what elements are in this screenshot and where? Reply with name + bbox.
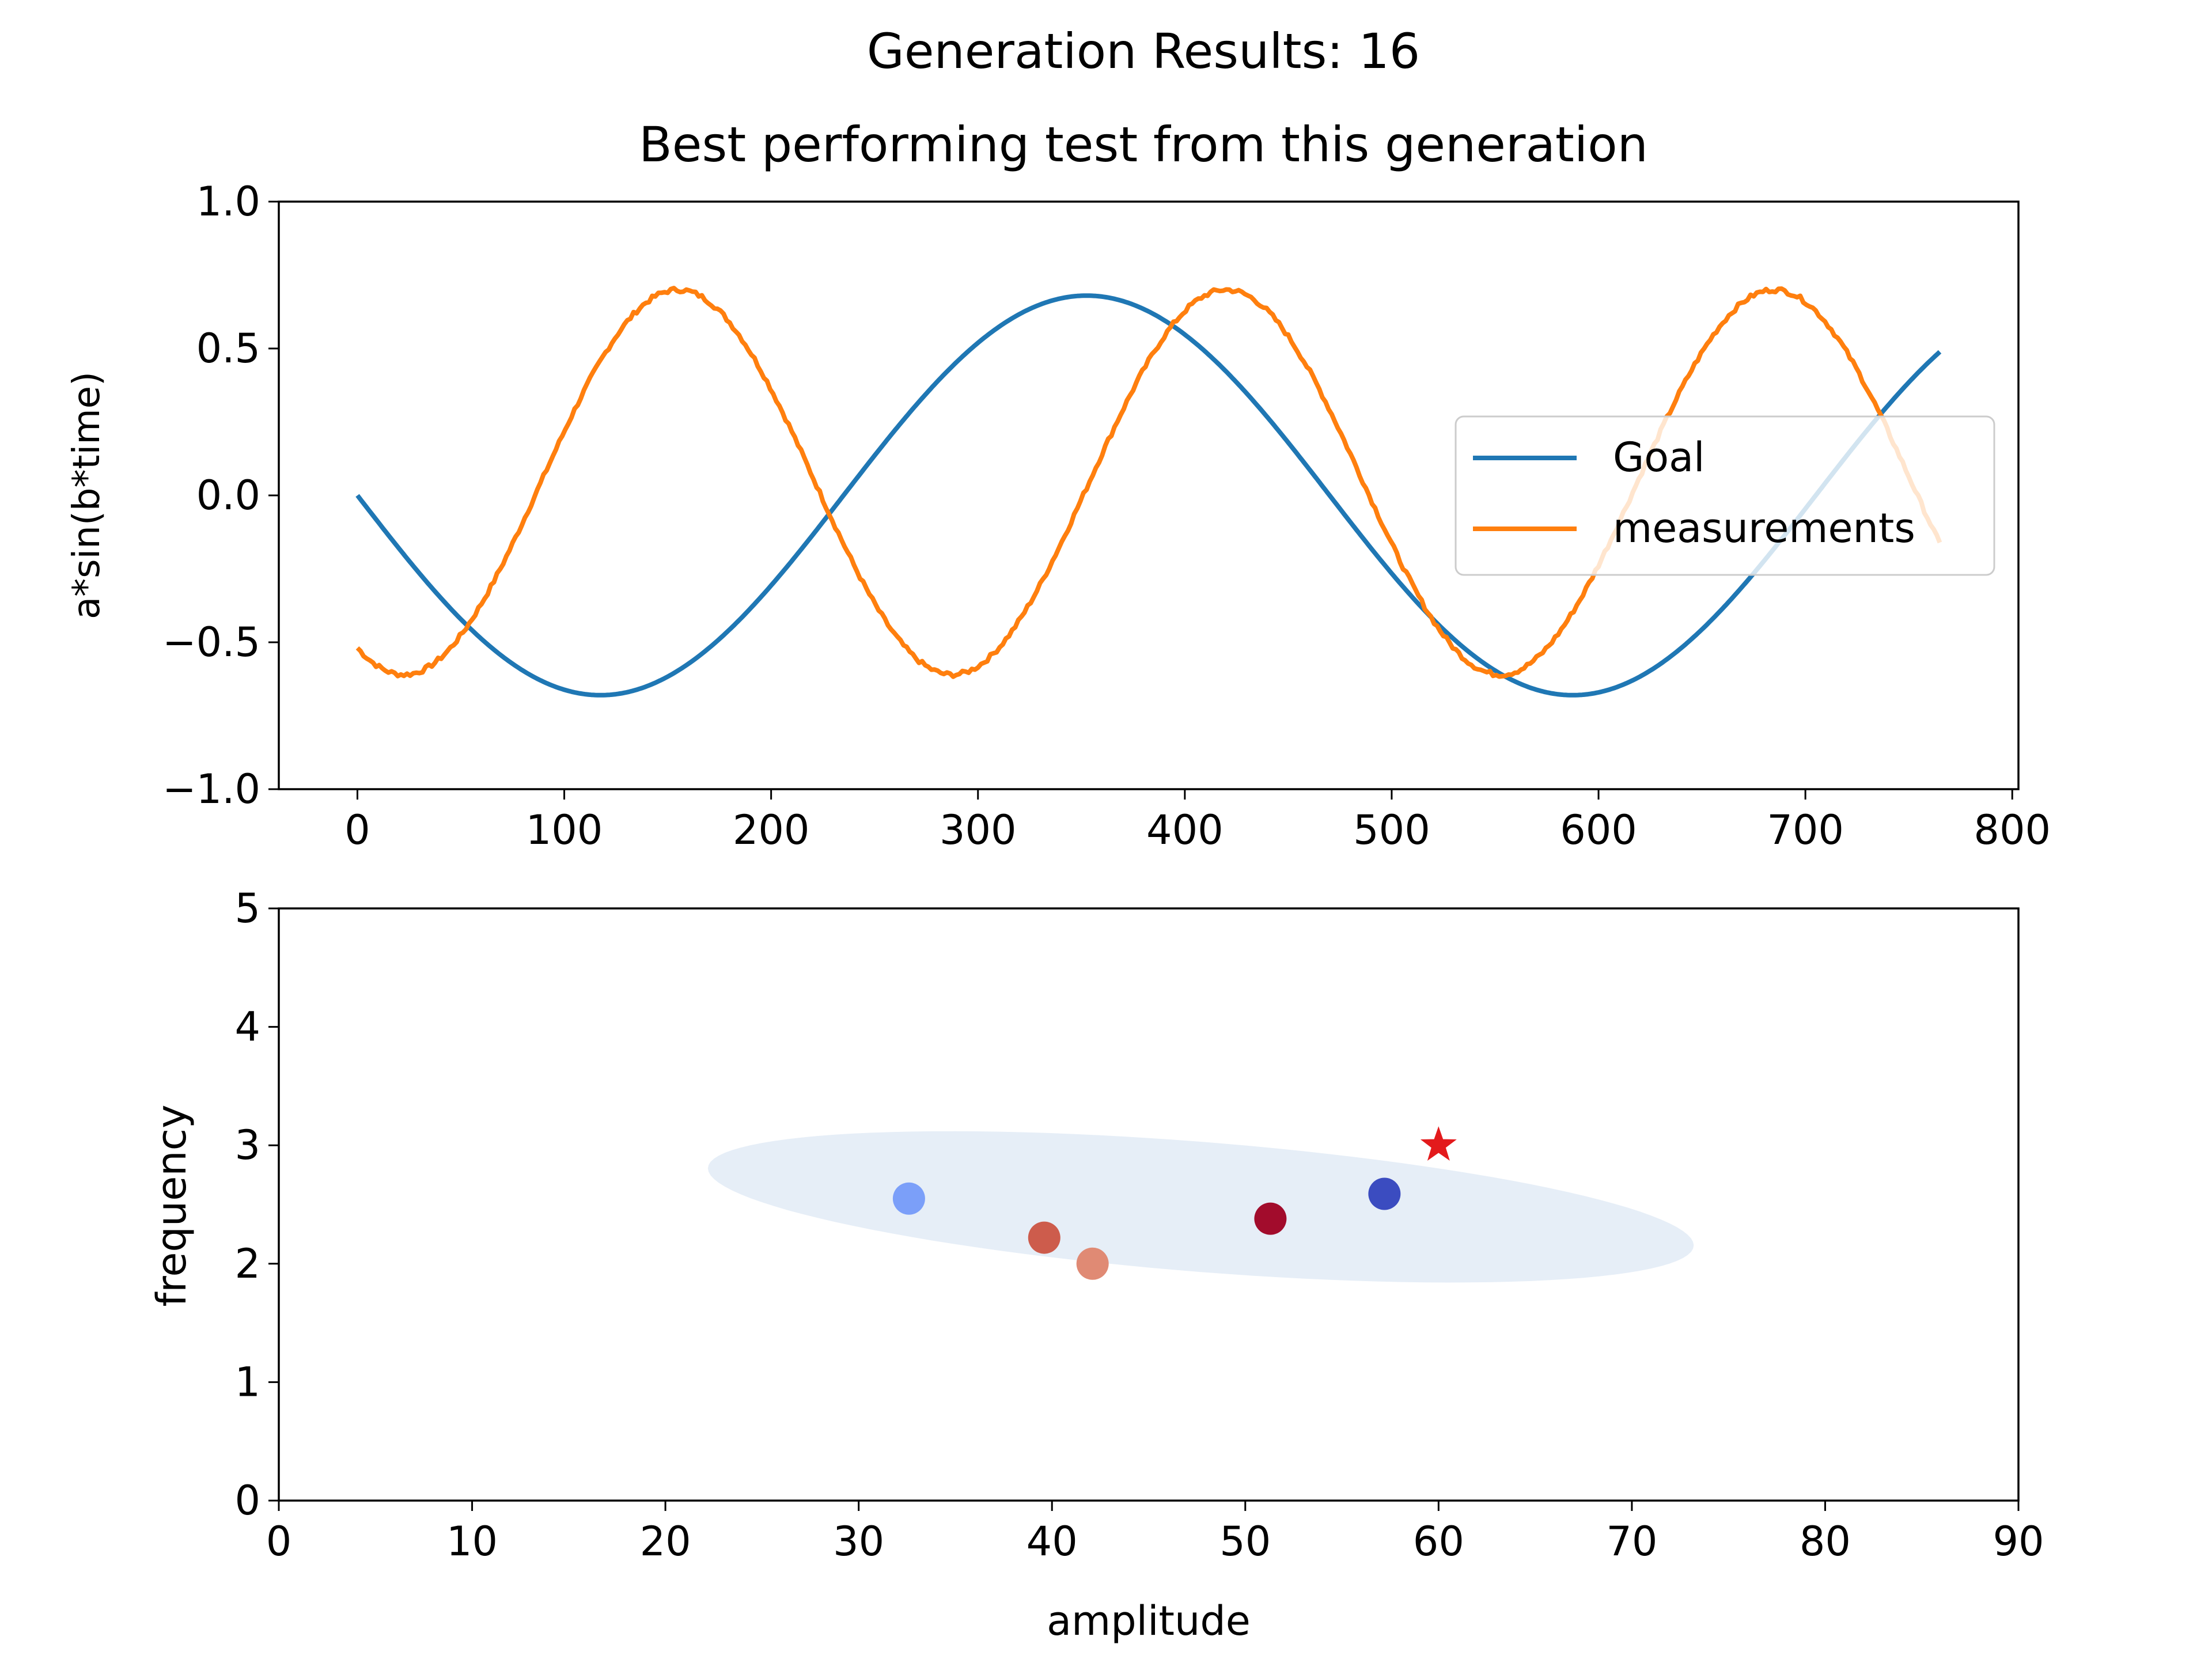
bottom-y-tick-label: 3 <box>234 1122 260 1169</box>
bottom-x-tick-label: 20 <box>640 1518 691 1565</box>
goal-series-line <box>355 293 1942 698</box>
scatter-point <box>1076 1247 1109 1280</box>
bottom-x-tick-label: 90 <box>1993 1518 2044 1565</box>
bottom-y-tick-label: 1 <box>234 1358 260 1406</box>
bottom-x-tick-label: 40 <box>1027 1518 1078 1565</box>
top-y-tick-label: 0.5 <box>196 325 260 372</box>
bottom-chart-frame <box>278 907 2020 1502</box>
bottom-chart-ticks: 0 10 20 30 40 50 60 70 80 90 0 1 2 3 4 5 <box>234 885 2044 1565</box>
bottom-x-tick-label: 50 <box>1219 1518 1271 1565</box>
bottom-chart: 0 10 20 30 40 50 60 70 80 90 0 1 2 3 4 5 amplitude freq… <box>148 885 2044 1645</box>
top-x-tick-label: 0 <box>344 806 370 854</box>
top-x-tick-label: 500 <box>1353 806 1430 854</box>
confidence-ellipse-layer <box>707 1131 1694 1283</box>
bottom-x-tick-label: 0 <box>266 1518 292 1565</box>
top-y-tick-label: 0.0 <box>196 472 260 519</box>
top-chart-frame <box>278 200 2020 790</box>
legend-box <box>1455 415 1995 576</box>
bottom-y-tick-label: 5 <box>234 885 260 932</box>
bottom-x-tick-label: 80 <box>1800 1518 1851 1565</box>
bottom-y-tick-label: 4 <box>234 1003 260 1051</box>
bottom-chart-ylabel: frequency <box>148 1104 195 1306</box>
legend: Goal measurements <box>1455 415 1995 576</box>
scatter-point <box>1254 1202 1287 1235</box>
bottom-y-tick-label: 2 <box>234 1240 260 1287</box>
top-chart-lines <box>355 286 1942 698</box>
legend-goal-label: Goal <box>1613 434 1705 481</box>
top-chart-ticks: 0 100 200 300 400 500 600 700 800 −1.0 −0.5 0.0 0.5 1… <box>162 178 2051 854</box>
top-x-tick-label: 700 <box>1767 806 1844 854</box>
top-x-tick-label: 300 <box>940 806 1017 854</box>
top-x-tick-label: 600 <box>1560 806 1637 854</box>
top-chart: Best performing test from this generatio… <box>66 116 2051 854</box>
top-y-tick-label: −0.5 <box>162 619 260 666</box>
top-x-tick-label: 800 <box>1974 806 2051 854</box>
top-chart-title: Best performing test from this generatio… <box>639 116 1648 173</box>
bottom-y-tick-label: 0 <box>234 1477 260 1524</box>
target-star-marker <box>1420 1126 1457 1161</box>
scatter-point <box>892 1182 925 1215</box>
confidence-ellipse <box>707 1131 1694 1283</box>
top-x-tick-label: 100 <box>526 806 603 854</box>
scatter-point <box>1028 1221 1060 1254</box>
top-x-tick-label: 400 <box>1146 806 1224 854</box>
top-y-tick-label: 1.0 <box>196 178 260 225</box>
measurements-series-line <box>355 286 1942 679</box>
bottom-x-tick-label: 60 <box>1413 1518 1464 1565</box>
top-y-tick-label: −1.0 <box>162 766 260 813</box>
top-chart-ylabel: a*sin(b*time) <box>66 372 108 619</box>
legend-measurements-label: measurements <box>1613 505 1915 552</box>
top-x-tick-label: 200 <box>733 806 810 854</box>
figure-suptitle: Generation Results: 16 <box>867 23 1421 79</box>
bottom-x-tick-label: 10 <box>446 1518 498 1565</box>
bottom-chart-points <box>892 1126 1457 1280</box>
bottom-x-tick-label: 70 <box>1606 1518 1657 1565</box>
bottom-x-tick-label: 30 <box>833 1518 884 1565</box>
scatter-point <box>1368 1177 1401 1210</box>
bottom-chart-xlabel: amplitude <box>1047 1597 1251 1645</box>
